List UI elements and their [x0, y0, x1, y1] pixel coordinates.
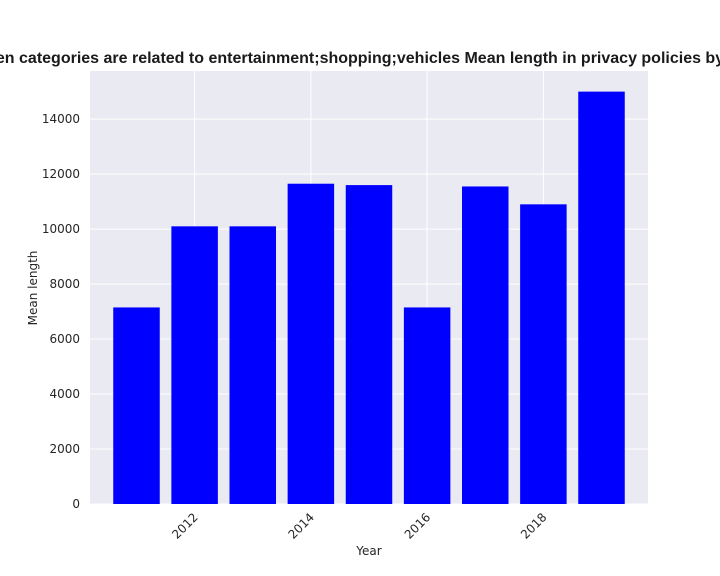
y-tick-label-5: 10000: [42, 222, 80, 236]
x-axis-label: Year: [355, 544, 381, 558]
y-tick-label-1: 2000: [49, 442, 80, 456]
bar-2012: [171, 226, 218, 505]
y-tick-label-3: 6000: [49, 332, 80, 346]
y-tick-label-7: 14000: [42, 112, 80, 126]
y-tick-label-0: 0: [72, 497, 80, 511]
bar-2019: [578, 91, 625, 504]
bar-2011: [113, 307, 160, 504]
chart-title: en categories are related to entertainme…: [0, 50, 720, 67]
x-tick-label-3: 2018: [518, 510, 549, 541]
bar-2016: [403, 307, 451, 504]
bar-2014: [287, 183, 335, 504]
y-axis-ticks: 0 2000 4000 6000 8000 10000 12000 14000: [42, 112, 80, 511]
y-axis-label: Mean length: [26, 251, 40, 326]
x-tick-label-0: 2012: [169, 510, 200, 541]
x-tick-label-1: 2014: [285, 510, 316, 541]
bar-2017: [462, 186, 509, 504]
bar-2018: [520, 204, 567, 505]
x-tick-label-2: 2016: [402, 510, 433, 541]
y-tick-label-6: 12000: [42, 167, 80, 181]
y-tick-label-2: 4000: [49, 387, 80, 401]
y-tick-label-4: 8000: [49, 277, 80, 291]
bars: [113, 91, 625, 505]
x-axis-ticks: 2012 2014 2016 2018: [169, 510, 549, 541]
bar-2013: [229, 226, 276, 505]
bar-2015: [345, 185, 393, 505]
